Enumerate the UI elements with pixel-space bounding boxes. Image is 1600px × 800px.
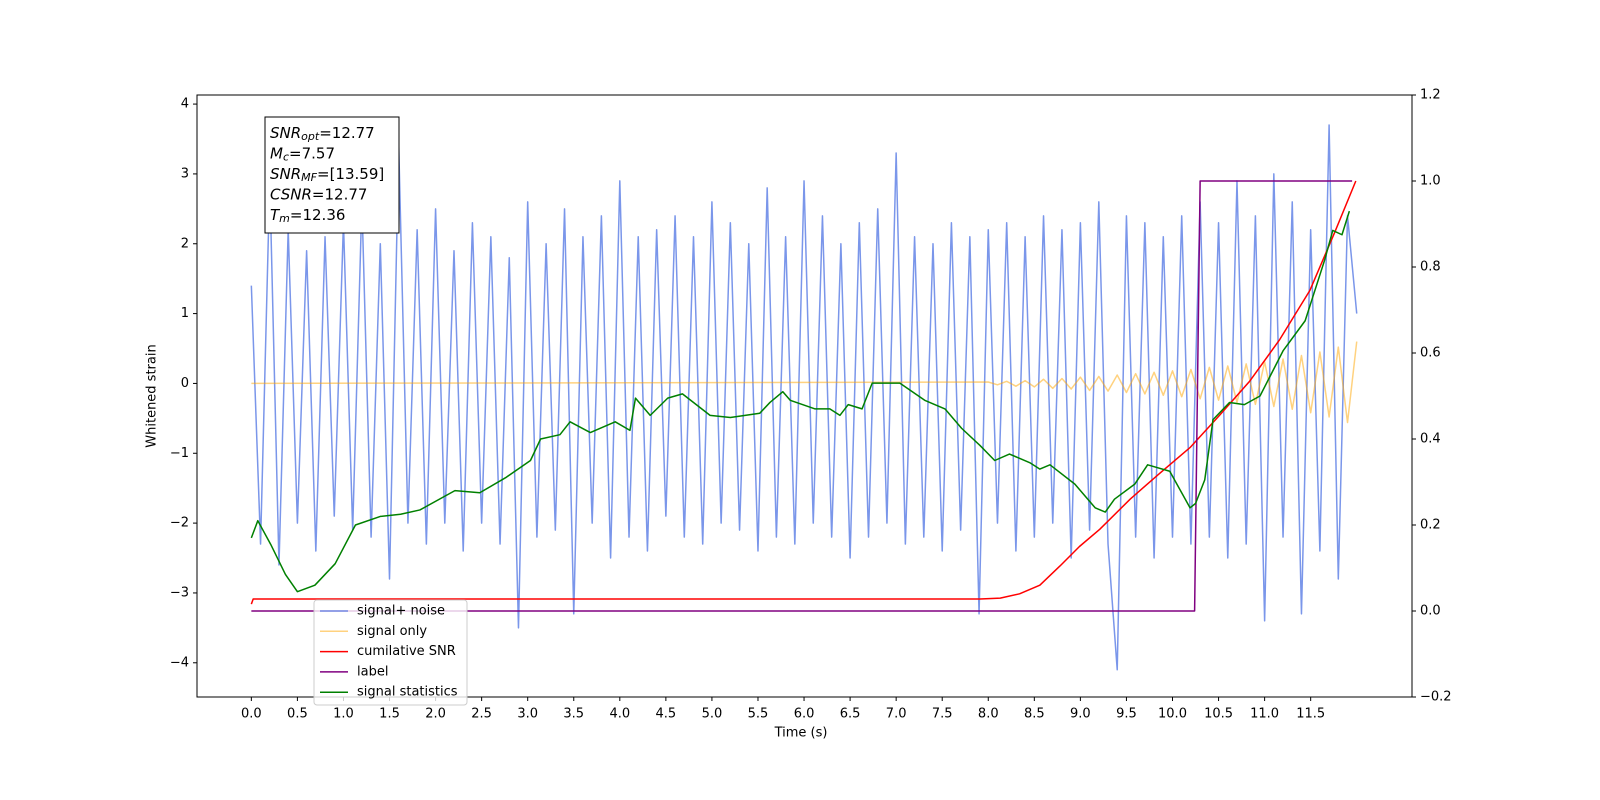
x-tick-label: 3.0 <box>517 707 538 722</box>
annotation-symbol: T <box>270 206 281 224</box>
x-tick-label: 4.0 <box>609 707 630 722</box>
x-tick-label: 9.5 <box>1116 707 1137 722</box>
y-tick-label: 3 <box>181 166 189 181</box>
y2-tick-label: −0.2 <box>1420 690 1452 705</box>
annotation-subscript: MF <box>301 171 317 184</box>
x-tick-label: 11.5 <box>1296 707 1325 722</box>
x-tick-label: 11.0 <box>1250 707 1279 722</box>
legend-label: signal+ noise <box>357 604 445 619</box>
y-axis-label: Whitened strain <box>145 344 160 447</box>
plot-frame <box>196 94 1413 698</box>
series-line <box>250 180 1357 605</box>
x-tick-label: 5.0 <box>702 707 723 722</box>
y2-tick-label: 0.2 <box>1420 518 1441 533</box>
annotation-text: =12.77 <box>312 185 368 203</box>
annotation: Tm=12.36 <box>270 206 345 226</box>
y-tick-label: 0 <box>181 376 189 391</box>
x-tick-label: 6.0 <box>794 707 815 722</box>
y2-tick-label: 1.0 <box>1420 174 1441 189</box>
legend-label: signal only <box>357 624 427 639</box>
x-tick-label: 10.0 <box>1158 707 1187 722</box>
x-axis-label: Time (s) <box>774 726 828 741</box>
y-tick-label: −4 <box>170 655 189 670</box>
x-tick-label: 4.5 <box>656 707 677 722</box>
x-tick-label: 0.5 <box>287 707 308 722</box>
x-tick-label: 7.5 <box>932 707 953 722</box>
series-line <box>251 180 1353 612</box>
legend-box <box>313 599 468 706</box>
x-tick-label: 9.0 <box>1070 707 1091 722</box>
y2-tick-label: 0.4 <box>1420 432 1441 447</box>
legend-label: label <box>357 664 388 679</box>
x-tick-label: 8.0 <box>978 707 999 722</box>
x-tick-label: 2.0 <box>425 707 446 722</box>
legend-label: cumilative SNR <box>357 644 456 659</box>
legend-label: signal statistics <box>357 685 458 700</box>
annotation-subscript: c <box>283 151 289 164</box>
annotation-box <box>264 116 400 234</box>
annotation: Mc=7.57 <box>270 144 335 164</box>
y-tick-label: 2 <box>181 236 189 251</box>
x-tick-label: 8.5 <box>1024 707 1045 722</box>
series-line <box>251 341 1358 424</box>
annotation-subscript: m <box>279 212 290 225</box>
annotation-text: =[13.59] <box>317 165 384 183</box>
y-tick-label: −1 <box>170 446 189 461</box>
x-tick-label: 10.5 <box>1204 707 1233 722</box>
series-line <box>250 124 1358 671</box>
annotation: CSNR=12.77 <box>270 185 367 203</box>
annotation-symbol: SNR <box>270 124 301 142</box>
x-tick-label: 0.0 <box>241 707 262 722</box>
y-tick-label: 4 <box>181 97 189 112</box>
y2-tick-label: 0.8 <box>1420 260 1441 275</box>
y2-tick-label: 1.2 <box>1420 88 1441 103</box>
x-tick-label: 6.5 <box>840 707 861 722</box>
annotation-text: =7.57 <box>289 144 335 162</box>
annotation: SNRopt=12.77 <box>270 124 375 144</box>
y2-tick-label: 0.0 <box>1420 604 1441 619</box>
x-tick-label: 2.5 <box>471 707 492 722</box>
annotation: SNRMF=[13.59] <box>270 165 384 185</box>
y-tick-label: −3 <box>170 585 189 600</box>
x-tick-label: 1.5 <box>379 707 400 722</box>
annotation-symbol: SNR <box>270 165 301 183</box>
annotation-symbol: CSNR <box>270 185 312 203</box>
annotation-symbol: M <box>270 144 283 162</box>
x-tick-label: 7.0 <box>886 707 907 722</box>
y-tick-label: −2 <box>170 516 189 531</box>
x-tick-label: 5.5 <box>748 707 769 722</box>
annotation-subscript: opt <box>301 130 320 143</box>
y2-tick-label: 0.6 <box>1420 346 1441 361</box>
x-tick-label: 3.5 <box>563 707 584 722</box>
annotation-text: =12.36 <box>290 206 346 224</box>
y-tick-label: 1 <box>181 306 189 321</box>
annotation-text: =12.77 <box>319 124 375 142</box>
series-line <box>250 210 1351 593</box>
x-tick-label: 1.0 <box>333 707 354 722</box>
